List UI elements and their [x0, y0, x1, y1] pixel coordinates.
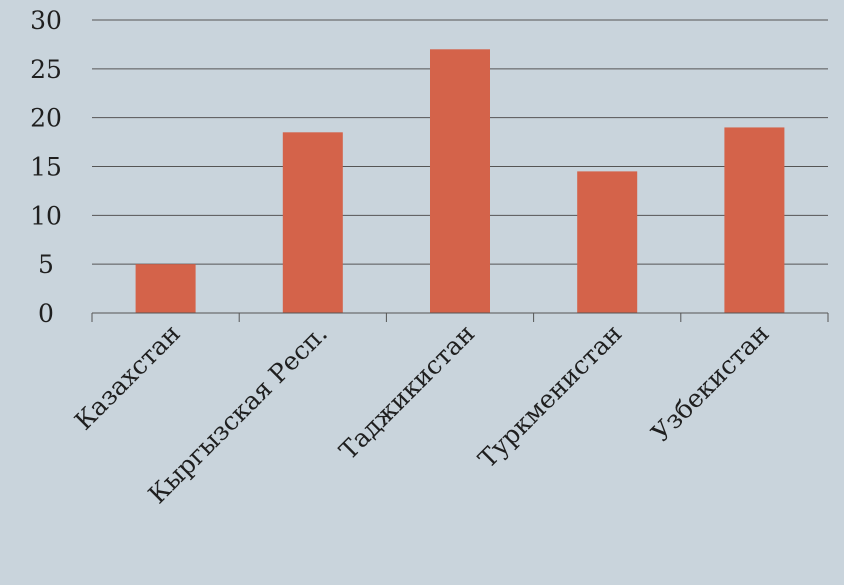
- bar: [282, 132, 343, 313]
- bar: [724, 127, 785, 313]
- x-tick-label: Казахстан: [69, 319, 186, 436]
- x-tick-label: Узбекистан: [646, 319, 775, 448]
- axes: [91, 312, 829, 322]
- x-tick-label: Туркменистан: [473, 319, 628, 474]
- bar: [135, 264, 196, 313]
- y-tick-label: 30: [30, 6, 62, 35]
- y-tick-label: 25: [30, 55, 62, 84]
- y-tick-label: 0: [38, 299, 54, 328]
- y-tick-label: 20: [30, 104, 62, 133]
- bar: [430, 49, 490, 314]
- y-tick-labels: 0 5 10 15 20 25 30: [30, 6, 62, 328]
- y-tick-label: 5: [38, 250, 54, 279]
- bar: [577, 171, 638, 313]
- bars: [135, 49, 785, 314]
- x-tick-label: Таджикистан: [334, 319, 481, 466]
- y-tick-label: 10: [30, 201, 62, 230]
- y-tick-label: 15: [30, 153, 62, 182]
